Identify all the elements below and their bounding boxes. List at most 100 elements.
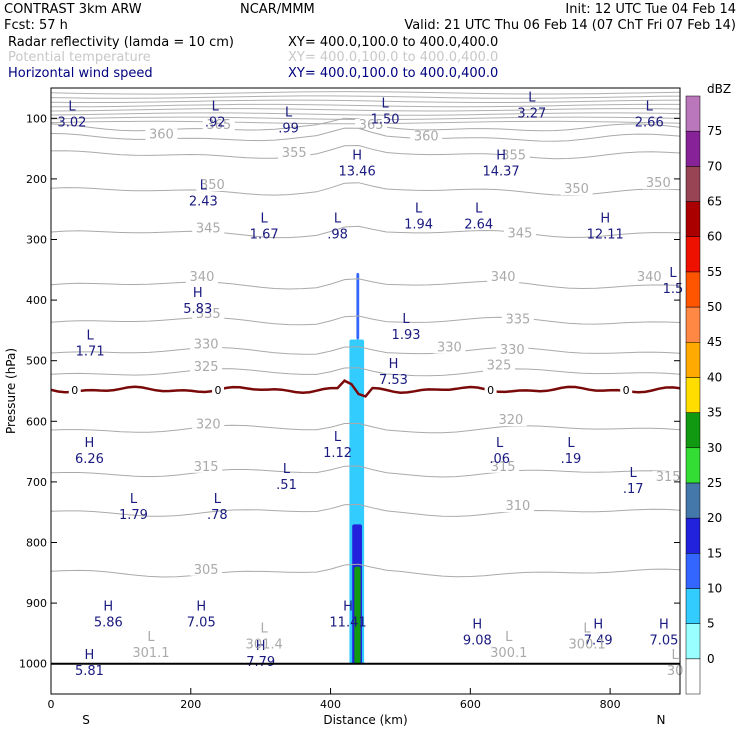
isentrope-label-bg-330-1 bbox=[433, 341, 466, 354]
extremum-20-type: H bbox=[85, 436, 95, 451]
colorbar-level-70: 70 bbox=[707, 159, 722, 173]
isentrope-label-bg-315-2 bbox=[652, 471, 680, 484]
isentrope-label-335-1: 335 bbox=[505, 313, 530, 328]
isentrope-label-305-0: 305 bbox=[194, 563, 219, 578]
isentrope-label-bg-340-1 bbox=[487, 271, 520, 284]
extremum-10-type: L bbox=[334, 212, 342, 227]
freezing-label-0: 0 bbox=[71, 384, 78, 397]
legend-wind-label: Horizontal wind speed bbox=[8, 66, 153, 81]
legend-theta-xy: XY= 400.0,100.0 to 400.0,400.0 bbox=[288, 50, 498, 65]
extremum-20-value: 6.26 bbox=[75, 452, 104, 467]
isentrope-label-325-0: 325 bbox=[194, 360, 219, 375]
theta-extremum-3-type: L bbox=[583, 621, 591, 636]
extremum-31-value: 7.49 bbox=[584, 634, 613, 649]
extremum-19-type: L bbox=[334, 430, 342, 445]
extremum-14-value: 5.83 bbox=[183, 302, 212, 317]
colorbar-level-65: 65 bbox=[707, 195, 722, 209]
x-end-label-right: N bbox=[657, 713, 666, 727]
colorbar-swatch-16 bbox=[685, 95, 701, 132]
isentrope-305 bbox=[51, 563, 680, 578]
extremum-12-value: 2.64 bbox=[464, 217, 493, 232]
isentrope-label-350-0: 350 bbox=[200, 178, 225, 193]
isentrope-label-bg-320-1 bbox=[494, 414, 527, 427]
colorbar-level-30: 30 bbox=[707, 441, 722, 455]
theta-extremum-2-value: 300.1 bbox=[490, 646, 527, 661]
isentrope-label-360-1: 360 bbox=[414, 130, 439, 145]
colorbar-swatch-13 bbox=[685, 201, 701, 237]
extremum-26-value: .78 bbox=[207, 508, 228, 523]
extremum-27-type: H bbox=[103, 599, 113, 614]
freezing-label-bg-2 bbox=[484, 383, 497, 395]
y-tick-label-200: 200 bbox=[26, 173, 47, 186]
extremum-23-value: .51 bbox=[276, 478, 297, 493]
colorbar-level-0: 0 bbox=[707, 652, 715, 666]
extremum-13-value: 12.11 bbox=[587, 228, 624, 243]
y-tick-label-800: 800 bbox=[26, 537, 47, 550]
freezing-label-bg-0 bbox=[68, 383, 81, 395]
extremum-7-type: H bbox=[496, 149, 506, 164]
x-tick-label-400: 400 bbox=[320, 698, 341, 711]
isentrope-label-bg-325-1 bbox=[482, 359, 515, 372]
isentrope-label-365-0: 365 bbox=[206, 118, 231, 133]
isentrope-330 bbox=[51, 346, 680, 355]
extremum-23-type: L bbox=[283, 462, 291, 477]
colorbar-swatch-5 bbox=[685, 482, 701, 519]
isentrope-label-bg-355-1 bbox=[497, 149, 530, 162]
isentrope-layer: 365 365 360 360 355 355 350 350 350 345 345 340 340 3… bbox=[51, 91, 680, 578]
isentrope-320 bbox=[51, 422, 680, 434]
axes-layer: 100 200 300 400 500 600 700 800 900 1000 0 200 400 60… bbox=[4, 112, 680, 727]
isentrope-label-bg-340-0 bbox=[185, 271, 218, 284]
extremum-18-type: H bbox=[389, 357, 399, 372]
extremum-34-type: H bbox=[256, 639, 266, 654]
legend-reflectivity-label: Radar reflectivity (lamda = 10 cm) bbox=[8, 35, 234, 50]
isentrope-label-325-1: 325 bbox=[487, 359, 512, 374]
isentrope-label-340-2: 340 bbox=[637, 270, 662, 285]
extremum-30-type: H bbox=[472, 618, 482, 633]
isentrope-label-365-1: 365 bbox=[359, 118, 384, 133]
extremum-16-type: L bbox=[402, 312, 410, 327]
extremum-32-type: H bbox=[659, 618, 669, 633]
extremum-30-value: 9.08 bbox=[463, 634, 492, 649]
extremum-15-type: L bbox=[669, 266, 677, 281]
freezing-level-layer: 0 0 0 0 bbox=[51, 379, 680, 398]
extremum-34-value: 7.79 bbox=[246, 655, 275, 670]
legend-theta-label: Potential temperature bbox=[8, 50, 151, 65]
extremum-22-type: L bbox=[567, 436, 575, 451]
isentrope-label-310-0: 310 bbox=[505, 499, 530, 514]
isentrope-355 bbox=[51, 144, 680, 160]
isentrope-label-bg-315-1 bbox=[487, 460, 520, 473]
theta-extremum-0-value: 301.1 bbox=[132, 646, 169, 661]
legend-wind-xy: XY= 400.0,100.0 to 400.0,400.0 bbox=[288, 66, 498, 81]
colorbar-level-10: 10 bbox=[707, 581, 722, 595]
x-end-label-left: S bbox=[82, 713, 90, 727]
y-tick-label-300: 300 bbox=[26, 234, 47, 247]
legend-reflectivity-xy: XY= 400.0,100.0 to 400.0,400.0 bbox=[288, 35, 498, 50]
isentrope-340 bbox=[51, 278, 680, 290]
isentrope-label-bg-350-0 bbox=[196, 178, 229, 191]
model-title: CONTRAST 3km ARW bbox=[4, 2, 142, 17]
colorbar-level-35: 35 bbox=[707, 406, 722, 420]
isentrope-label-bg-310-0 bbox=[501, 500, 534, 513]
extremum-8-type: L bbox=[200, 178, 208, 193]
isentrope-label-bg-335-0 bbox=[192, 308, 225, 321]
colorbar-swatch-11 bbox=[685, 271, 701, 308]
theta-extremum-1-type: L bbox=[261, 621, 269, 636]
isentrope-label-330-2: 330 bbox=[500, 343, 525, 358]
extremum-1-type: L bbox=[212, 100, 220, 115]
isentrope-label-bg-330-0 bbox=[190, 338, 223, 351]
extremum-17-type: L bbox=[87, 329, 95, 344]
isentrope-label-bg-350-2 bbox=[642, 177, 675, 190]
extremum-3-value: 1.50 bbox=[371, 113, 400, 128]
freezing-label-1: 0 bbox=[215, 384, 222, 397]
theta-extremum-2-type: L bbox=[505, 630, 513, 645]
reflectivity-cell-3 bbox=[356, 272, 360, 340]
isentrope-label-bg-345-1 bbox=[503, 227, 536, 240]
colorbar-swatch-15 bbox=[685, 130, 701, 167]
extremum-32-value: 7.05 bbox=[649, 634, 678, 649]
stratospheric-isentrope-1 bbox=[51, 95, 680, 99]
extremum-4-value: 3.27 bbox=[517, 106, 546, 121]
isentrope-label-bg-330-2 bbox=[496, 343, 529, 356]
extremum-11-type: L bbox=[415, 201, 423, 216]
isentrope-label-315-1: 315 bbox=[491, 460, 516, 475]
